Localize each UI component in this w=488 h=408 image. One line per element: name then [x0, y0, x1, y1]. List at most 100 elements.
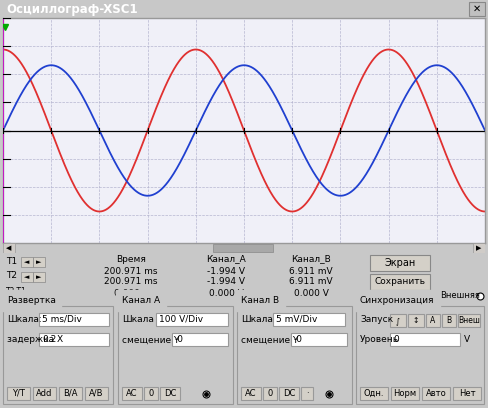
Text: Внеш: Внеш — [458, 316, 480, 325]
FancyBboxPatch shape — [360, 387, 388, 400]
FancyBboxPatch shape — [21, 257, 33, 267]
FancyBboxPatch shape — [59, 387, 82, 400]
FancyBboxPatch shape — [426, 314, 440, 327]
Text: Add: Add — [36, 389, 53, 398]
FancyBboxPatch shape — [391, 387, 419, 400]
Text: 5 mV/Div: 5 mV/Div — [276, 315, 317, 324]
FancyBboxPatch shape — [39, 313, 109, 326]
Text: смещение Y: смещение Y — [122, 335, 180, 344]
FancyBboxPatch shape — [370, 274, 430, 290]
Text: Развертка: Развертка — [7, 296, 56, 305]
Text: Y/T: Y/T — [12, 389, 25, 398]
Text: Синхронизация: Синхронизация — [360, 296, 434, 305]
Text: ∫: ∫ — [396, 316, 400, 325]
Text: DC: DC — [164, 389, 176, 398]
Text: T2: T2 — [6, 271, 17, 281]
Text: Одн.: Одн. — [364, 389, 384, 398]
Text: -0: -0 — [175, 335, 184, 344]
Text: 6.911 mV: 6.911 mV — [289, 277, 333, 286]
FancyBboxPatch shape — [390, 333, 460, 346]
FancyBboxPatch shape — [213, 244, 273, 252]
FancyBboxPatch shape — [33, 257, 45, 267]
Text: Экран: Экран — [385, 258, 416, 268]
Text: -1.994 V: -1.994 V — [207, 266, 245, 275]
Text: Канал_А: Канал_А — [206, 255, 246, 264]
FancyBboxPatch shape — [85, 387, 108, 400]
Text: ◄: ◄ — [24, 274, 30, 280]
FancyBboxPatch shape — [408, 314, 424, 327]
FancyBboxPatch shape — [279, 387, 299, 400]
FancyBboxPatch shape — [172, 333, 228, 346]
FancyBboxPatch shape — [156, 313, 228, 326]
Text: B/A: B/A — [63, 389, 78, 398]
Text: 0.000 V: 0.000 V — [294, 288, 328, 297]
Text: 200.971 ms: 200.971 ms — [104, 266, 158, 275]
Text: ·: · — [305, 389, 308, 398]
Text: ►: ► — [36, 259, 41, 265]
Text: 0: 0 — [148, 389, 154, 398]
FancyBboxPatch shape — [422, 387, 450, 400]
Text: ✕: ✕ — [473, 4, 481, 14]
Text: Время: Время — [116, 255, 146, 264]
Text: A/B: A/B — [89, 389, 104, 398]
Text: Канал_В: Канал_В — [291, 255, 331, 264]
FancyBboxPatch shape — [7, 387, 30, 400]
FancyBboxPatch shape — [390, 314, 406, 327]
Text: задержка X: задержка X — [7, 335, 63, 344]
Text: Нет: Нет — [459, 389, 475, 398]
Text: A: A — [430, 316, 436, 325]
Text: ◄: ◄ — [24, 259, 30, 265]
Text: 100 V/Div: 100 V/Div — [159, 315, 203, 324]
Text: Шкала: Шкала — [122, 315, 154, 324]
FancyBboxPatch shape — [469, 2, 485, 16]
Text: 0: 0 — [267, 389, 273, 398]
Text: 6.911 mV: 6.911 mV — [289, 266, 333, 275]
FancyBboxPatch shape — [473, 243, 485, 253]
FancyBboxPatch shape — [3, 243, 15, 253]
Text: Шкала: Шкала — [241, 315, 273, 324]
Text: Внешняя: Внешняя — [440, 291, 480, 301]
Text: AC: AC — [126, 389, 138, 398]
Text: ►: ► — [36, 274, 41, 280]
FancyBboxPatch shape — [291, 333, 347, 346]
Text: Запуск: Запуск — [360, 315, 393, 324]
Text: ↕: ↕ — [413, 316, 419, 325]
FancyBboxPatch shape — [33, 272, 45, 282]
Text: 0.000 V: 0.000 V — [208, 288, 244, 297]
FancyBboxPatch shape — [39, 333, 109, 346]
Text: T2-T1: T2-T1 — [6, 288, 27, 297]
Text: V: V — [464, 335, 470, 344]
Text: 200.971 ms: 200.971 ms — [104, 277, 158, 286]
Text: Шкала:: Шкала: — [7, 315, 42, 324]
FancyBboxPatch shape — [33, 387, 56, 400]
Text: 0.000 s: 0.000 s — [114, 288, 148, 297]
Text: DC: DC — [283, 389, 295, 398]
FancyBboxPatch shape — [21, 272, 33, 282]
FancyBboxPatch shape — [263, 387, 277, 400]
Text: B: B — [447, 316, 451, 325]
Text: Норм: Норм — [393, 389, 417, 398]
Text: 0.2: 0.2 — [42, 335, 56, 344]
Text: ▶: ▶ — [476, 245, 482, 251]
FancyBboxPatch shape — [370, 255, 430, 271]
Text: Осциллограф-XSC1: Осциллограф-XSC1 — [6, 2, 138, 16]
FancyBboxPatch shape — [160, 387, 180, 400]
Text: -0: -0 — [294, 335, 303, 344]
FancyBboxPatch shape — [122, 387, 142, 400]
Text: Канал А: Канал А — [122, 296, 160, 305]
Text: смещение Y: смещение Y — [241, 335, 298, 344]
Text: T1: T1 — [6, 257, 17, 266]
FancyBboxPatch shape — [442, 314, 456, 327]
Text: AC: AC — [245, 389, 257, 398]
FancyBboxPatch shape — [458, 314, 480, 327]
Text: Канал В: Канал В — [241, 296, 279, 305]
Text: Авто: Авто — [426, 389, 447, 398]
FancyBboxPatch shape — [144, 387, 158, 400]
FancyBboxPatch shape — [453, 387, 481, 400]
Text: Сохранить: Сохранить — [374, 277, 426, 286]
Text: 0: 0 — [393, 335, 399, 344]
FancyBboxPatch shape — [301, 387, 313, 400]
Text: -1.994 V: -1.994 V — [207, 277, 245, 286]
FancyBboxPatch shape — [241, 387, 261, 400]
Text: ◀: ◀ — [6, 245, 12, 251]
